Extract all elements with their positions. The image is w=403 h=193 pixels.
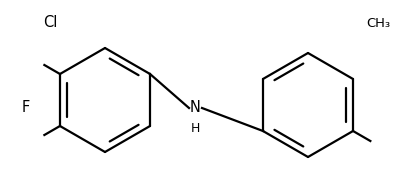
Text: H: H [190,122,200,135]
Text: Cl: Cl [44,15,58,30]
Text: CH₃: CH₃ [366,17,390,30]
Text: N: N [189,101,200,115]
Text: F: F [22,101,30,115]
